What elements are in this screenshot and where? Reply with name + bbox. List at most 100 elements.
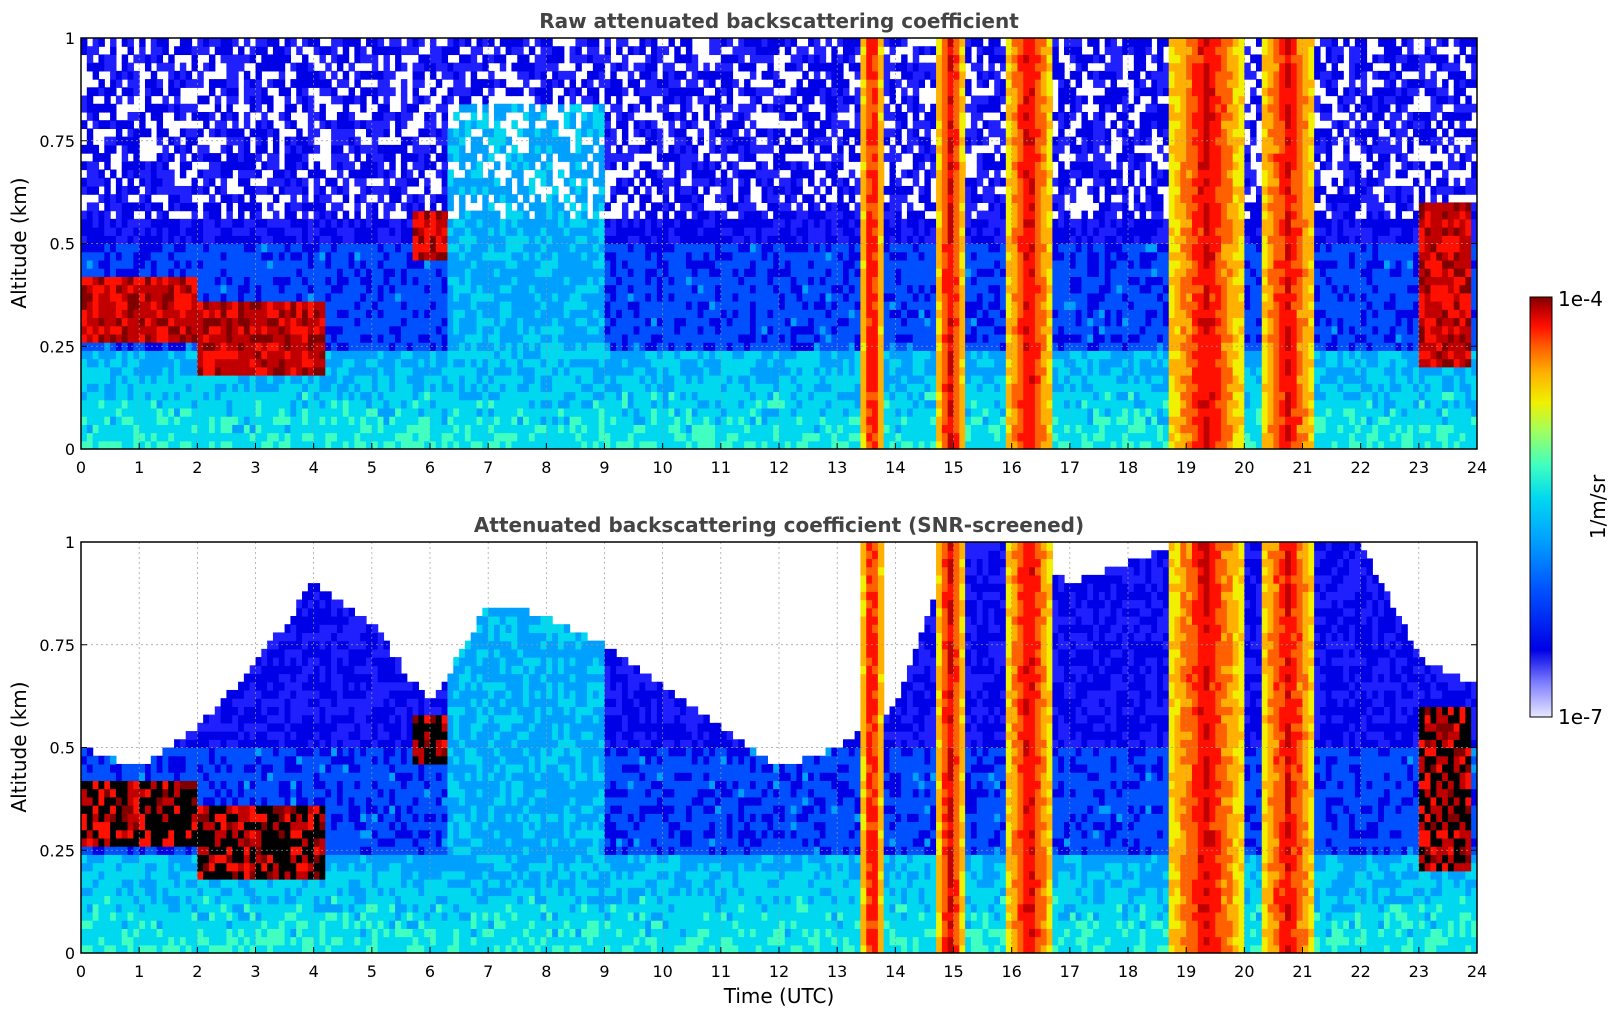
heatmap-cell (709, 38, 716, 47)
heatmap-cell (377, 432, 385, 442)
heatmap-cell (633, 301, 640, 310)
heatmap-cell (755, 350, 763, 360)
heatmap-cell (406, 218, 414, 228)
heatmap-cell (278, 416, 286, 425)
heatmap-cell (144, 79, 152, 88)
heatmap-cell (412, 424, 419, 434)
heatmap-cell (685, 259, 693, 269)
heatmap-cell (697, 292, 704, 302)
heatmap-cell (127, 202, 134, 212)
heatmap-cell (418, 399, 425, 409)
heatmap-cell (336, 432, 344, 442)
heatmap-cell (272, 325, 280, 335)
heatmap-cell (651, 169, 658, 179)
heatmap-cell (453, 218, 460, 228)
heatmap-cell (371, 325, 379, 335)
heatmap-cell (214, 317, 222, 327)
heatmap-cell (755, 383, 763, 393)
heatmap-cell (127, 432, 134, 442)
heatmap-cell (587, 317, 594, 327)
heatmap-cell (81, 317, 88, 327)
heatmap-cell (651, 325, 658, 335)
heatmap-cell (307, 169, 315, 179)
heatmap-cell (383, 399, 390, 409)
heatmap-cell (325, 276, 332, 286)
heatmap-cell (505, 432, 513, 442)
heatmap-cell (476, 259, 483, 269)
heatmap-cell (691, 144, 699, 154)
heatmap-cell (400, 251, 408, 261)
heatmap-cell (557, 103, 565, 113)
heatmap-cell (243, 358, 251, 368)
heatmap-cell (197, 407, 204, 417)
heatmap-cell (255, 399, 262, 409)
heatmap-cell (581, 144, 588, 154)
heatmap-cell (662, 70, 670, 80)
heatmap-cell (627, 391, 635, 401)
heatmap-cell (174, 251, 181, 261)
heatmap-cell (331, 144, 338, 154)
heatmap-cell (639, 70, 646, 80)
heatmap-cell (302, 383, 309, 393)
heatmap-cell (162, 375, 169, 384)
heatmap-cell (389, 259, 396, 269)
heatmap-cell (447, 70, 454, 80)
heatmap-cell (104, 144, 111, 154)
heatmap-cell (238, 251, 245, 261)
heatmap-cell (563, 276, 571, 286)
heatmap-cell (342, 333, 350, 343)
heatmap-cell (412, 95, 419, 105)
heatmap-cell (197, 235, 204, 245)
heatmap-cell (616, 185, 623, 195)
heatmap-cell (162, 391, 169, 401)
heatmap-cell (290, 276, 297, 286)
heatmap-cell (575, 416, 582, 425)
heatmap-cell (528, 103, 536, 113)
heatmap-cell (523, 54, 530, 64)
heatmap-cell (249, 432, 257, 442)
heatmap-cell (703, 284, 710, 294)
heatmap-cell (331, 424, 338, 434)
heatmap-cell (377, 391, 385, 401)
heatmap-cell (552, 350, 559, 360)
heatmap-cell (540, 375, 547, 384)
heatmap-cell (720, 325, 728, 335)
heatmap-cell (197, 251, 204, 261)
heatmap-cell (342, 243, 350, 253)
heatmap-cell (616, 375, 623, 384)
heatmap-cell (505, 177, 513, 187)
heatmap-cell (621, 161, 629, 171)
heatmap-cell (220, 309, 228, 319)
heatmap-cell (383, 292, 390, 302)
heatmap-cell (342, 432, 350, 442)
heatmap-cell (174, 317, 181, 327)
heatmap-cell (534, 210, 542, 220)
heatmap-cell (464, 251, 472, 261)
heatmap-cell (191, 103, 198, 113)
heatmap-cell (546, 153, 553, 162)
heatmap-cell (389, 432, 396, 442)
heatmap-cell (424, 243, 431, 253)
heatmap-cell (243, 235, 251, 245)
heatmap-cell (86, 358, 94, 368)
heatmap-cell (668, 375, 675, 384)
heatmap-cell (226, 440, 233, 449)
heatmap-cell (528, 333, 536, 343)
heatmap-cell (761, 284, 768, 294)
heatmap-cell (720, 440, 728, 449)
heatmap-cell (651, 416, 658, 425)
heatmap-cell (400, 103, 408, 113)
heatmap-cell (267, 325, 274, 335)
heatmap-cell (360, 366, 367, 376)
heatmap-cell (447, 342, 454, 351)
heatmap-cell (738, 276, 745, 286)
heatmap-cell (272, 432, 280, 442)
heatmap-cell (540, 87, 547, 97)
heatmap-cell (453, 407, 460, 417)
heatmap-cell (307, 120, 315, 130)
heatmap-cell (493, 268, 501, 277)
heatmap-cell (284, 218, 291, 228)
heatmap-cell (447, 95, 454, 105)
heatmap-cell (144, 366, 152, 376)
heatmap-cell (453, 177, 460, 187)
